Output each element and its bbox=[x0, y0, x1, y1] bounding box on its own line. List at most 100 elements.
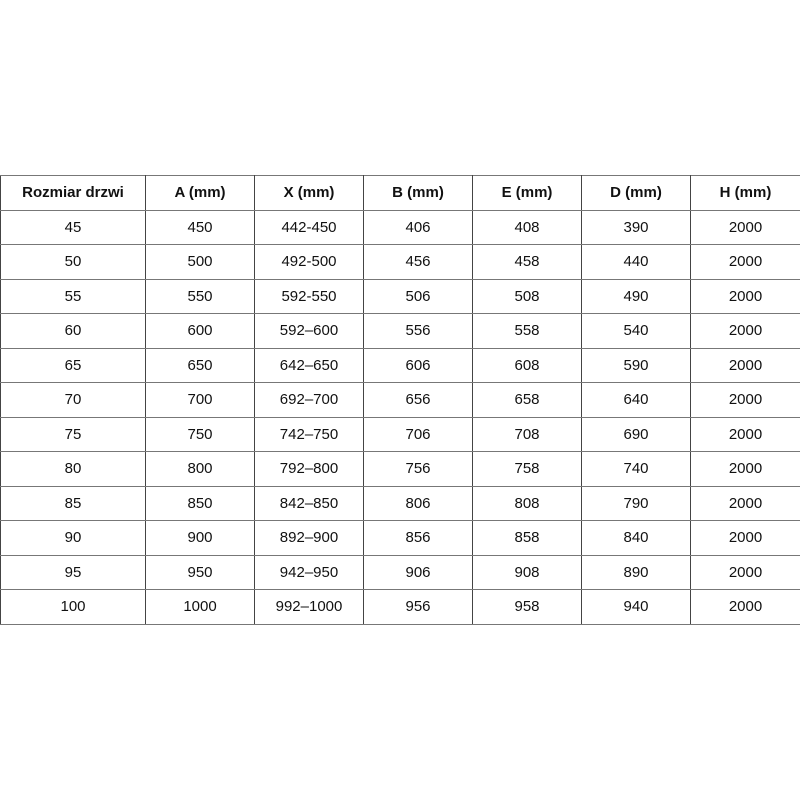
header-row: Rozmiar drzwi A (mm) X (mm) B (mm) E (mm) D (… bbox=[0, 175, 800, 211]
table-row: 50 500 492-500 456 458 440 2000 bbox=[0, 244, 800, 280]
table-cell: 806 bbox=[363, 485, 473, 521]
table-cell: 642–650 bbox=[254, 347, 364, 383]
table-cell: 2000 bbox=[690, 554, 800, 590]
table-cell: 390 bbox=[581, 209, 691, 245]
table-cell: 640 bbox=[581, 382, 691, 418]
table-cell: 2000 bbox=[690, 520, 800, 556]
table-cell: 2000 bbox=[690, 278, 800, 314]
table-cell: 790 bbox=[581, 485, 691, 521]
table-cell: 740 bbox=[581, 451, 691, 487]
table-cell: 650 bbox=[145, 347, 255, 383]
table-cell: 908 bbox=[472, 554, 582, 590]
table-cell: 606 bbox=[363, 347, 473, 383]
table-cell: 742–750 bbox=[254, 416, 364, 452]
table-cell: 70 bbox=[0, 382, 146, 418]
table-cell: 950 bbox=[145, 554, 255, 590]
table-cell: 906 bbox=[363, 554, 473, 590]
table-cell: 856 bbox=[363, 520, 473, 556]
table-cell: 2000 bbox=[690, 347, 800, 383]
table-cell: 2000 bbox=[690, 451, 800, 487]
table-row: 95 950 942–950 906 908 890 2000 bbox=[0, 554, 800, 590]
table-cell: 45 bbox=[0, 209, 146, 245]
table-cell: 808 bbox=[472, 485, 582, 521]
table-cell: 658 bbox=[472, 382, 582, 418]
table-cell: 550 bbox=[145, 278, 255, 314]
table-cell: 406 bbox=[363, 209, 473, 245]
table-row: 45 450 442-450 406 408 390 2000 bbox=[0, 209, 800, 245]
table-cell: 540 bbox=[581, 313, 691, 349]
column-header: B (mm) bbox=[363, 175, 473, 211]
table-cell: 558 bbox=[472, 313, 582, 349]
table-cell: 1000 bbox=[145, 589, 255, 625]
table-cell: 80 bbox=[0, 451, 146, 487]
table-cell: 492-500 bbox=[254, 244, 364, 280]
table-cell: 892–900 bbox=[254, 520, 364, 556]
table-cell: 100 bbox=[0, 589, 146, 625]
table-cell: 600 bbox=[145, 313, 255, 349]
table-cell: 706 bbox=[363, 416, 473, 452]
table-cell: 890 bbox=[581, 554, 691, 590]
column-header: D (mm) bbox=[581, 175, 691, 211]
table-cell: 592–600 bbox=[254, 313, 364, 349]
table-cell: 992–1000 bbox=[254, 589, 364, 625]
table-cell: 65 bbox=[0, 347, 146, 383]
table-cell: 956 bbox=[363, 589, 473, 625]
table-cell: 942–950 bbox=[254, 554, 364, 590]
table-cell: 692–700 bbox=[254, 382, 364, 418]
table-cell: 592-550 bbox=[254, 278, 364, 314]
table-row: 55 550 592-550 506 508 490 2000 bbox=[0, 278, 800, 314]
table-cell: 500 bbox=[145, 244, 255, 280]
table-cell: 840 bbox=[581, 520, 691, 556]
table-cell: 958 bbox=[472, 589, 582, 625]
column-header: E (mm) bbox=[472, 175, 582, 211]
table-cell: 85 bbox=[0, 485, 146, 521]
table-cell: 940 bbox=[581, 589, 691, 625]
table-row: 90 900 892–900 856 858 840 2000 bbox=[0, 520, 800, 556]
table-cell: 700 bbox=[145, 382, 255, 418]
table-cell: 850 bbox=[145, 485, 255, 521]
table-cell: 2000 bbox=[690, 485, 800, 521]
table-cell: 556 bbox=[363, 313, 473, 349]
table-cell: 508 bbox=[472, 278, 582, 314]
table-cell: 900 bbox=[145, 520, 255, 556]
table-cell: 490 bbox=[581, 278, 691, 314]
table-cell: 60 bbox=[0, 313, 146, 349]
table-cell: 408 bbox=[472, 209, 582, 245]
table-row: 85 850 842–850 806 808 790 2000 bbox=[0, 485, 800, 521]
table-cell: 95 bbox=[0, 554, 146, 590]
table-cell: 792–800 bbox=[254, 451, 364, 487]
column-header: A (mm) bbox=[145, 175, 255, 211]
table-cell: 800 bbox=[145, 451, 255, 487]
table-row: 60 600 592–600 556 558 540 2000 bbox=[0, 313, 800, 349]
table-cell: 2000 bbox=[690, 589, 800, 625]
table-cell: 506 bbox=[363, 278, 473, 314]
table-cell: 55 bbox=[0, 278, 146, 314]
column-header: H (mm) bbox=[690, 175, 800, 211]
table-cell: 656 bbox=[363, 382, 473, 418]
table-cell: 2000 bbox=[690, 313, 800, 349]
column-header: X (mm) bbox=[254, 175, 364, 211]
table-cell: 2000 bbox=[690, 416, 800, 452]
table-row: 70 700 692–700 656 658 640 2000 bbox=[0, 382, 800, 418]
table-cell: 608 bbox=[472, 347, 582, 383]
table-cell: 2000 bbox=[690, 382, 800, 418]
table-cell: 708 bbox=[472, 416, 582, 452]
table-cell: 750 bbox=[145, 416, 255, 452]
column-header: Rozmiar drzwi bbox=[0, 175, 146, 211]
table-row: 65 650 642–650 606 608 590 2000 bbox=[0, 347, 800, 383]
table-cell: 756 bbox=[363, 451, 473, 487]
table-cell: 75 bbox=[0, 416, 146, 452]
table-cell: 758 bbox=[472, 451, 582, 487]
table-cell: 690 bbox=[581, 416, 691, 452]
table-cell: 456 bbox=[363, 244, 473, 280]
table-cell: 450 bbox=[145, 209, 255, 245]
table-cell: 2000 bbox=[690, 209, 800, 245]
table-cell: 858 bbox=[472, 520, 582, 556]
table-row: 75 750 742–750 706 708 690 2000 bbox=[0, 416, 800, 452]
table-cell: 90 bbox=[0, 520, 146, 556]
table-cell: 590 bbox=[581, 347, 691, 383]
table-cell: 442-450 bbox=[254, 209, 364, 245]
table-cell: 50 bbox=[0, 244, 146, 280]
door-size-table: Rozmiar drzwi A (mm) X (mm) B (mm) E (mm) D (… bbox=[0, 175, 800, 625]
table-row: 80 800 792–800 756 758 740 2000 bbox=[0, 451, 800, 487]
